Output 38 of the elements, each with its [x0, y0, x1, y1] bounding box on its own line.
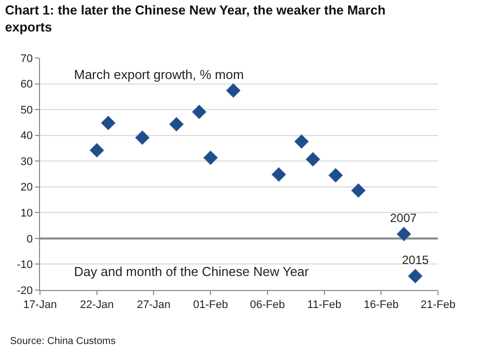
point — [271, 167, 286, 182]
annotation: 2007 — [390, 211, 418, 225]
point — [203, 150, 218, 166]
source-note: Source: China Customs — [10, 336, 116, 347]
y-tick-label: 10 — [20, 208, 33, 220]
x-tick-label: 22-Jan — [80, 299, 114, 312]
y-tick-label: 0 — [26, 233, 33, 246]
point — [294, 134, 309, 149]
point — [226, 83, 241, 98]
x-tick-label: 06-Feb — [250, 299, 285, 312]
y-tick-label: -20 — [16, 284, 33, 297]
point — [351, 183, 366, 198]
point — [192, 104, 207, 120]
x-tick-label: 16-Feb — [364, 299, 399, 312]
point — [396, 226, 412, 242]
y-tick-label: 30 — [20, 156, 33, 168]
x-tick-label: 01-Feb — [193, 299, 228, 312]
x-tick-label: 21-Feb — [420, 299, 456, 312]
x-tick-label: 17-Jan — [23, 299, 57, 312]
y-tick-label: 70 — [20, 52, 33, 65]
point — [328, 168, 344, 183]
point — [89, 142, 104, 158]
annotation: March export growth, % mom — [74, 67, 244, 82]
annotation: Day and month of the Chinese New Year — [74, 264, 310, 279]
x-tick-label: 27-Jan — [136, 299, 171, 312]
point — [100, 116, 116, 130]
point — [169, 116, 184, 132]
point — [134, 130, 150, 146]
y-tick-label: 20 — [20, 182, 33, 194]
x-tick-label: 11-Feb — [307, 299, 342, 312]
chart-title: Chart 1: the later the Chinese New Year, the weaker the March exports — [5, 2, 386, 34]
point — [306, 152, 320, 167]
y-tick-label: 50 — [20, 104, 33, 116]
y-tick-label: -10 — [16, 259, 33, 272]
point — [408, 268, 423, 284]
y-tick-label: 60 — [20, 78, 33, 91]
y-tick-label: 40 — [20, 130, 33, 142]
annotation: 2015 — [402, 253, 430, 267]
